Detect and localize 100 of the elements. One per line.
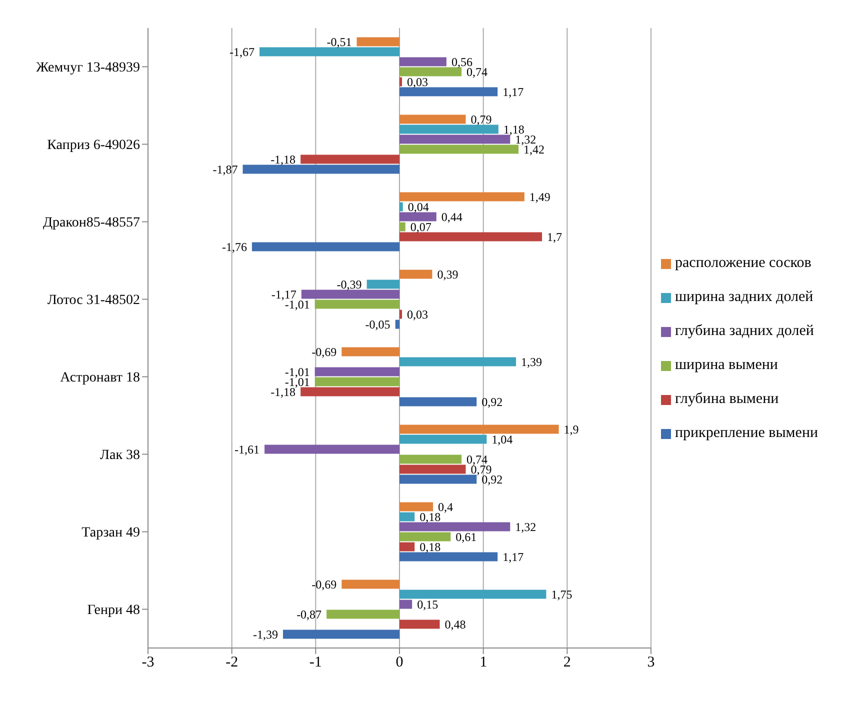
legend-label: ширина задних долей xyxy=(675,289,814,305)
bar xyxy=(400,67,462,76)
x-tick-label: 0 xyxy=(396,654,404,671)
y-tick-label: Астронавт 18 xyxy=(60,370,140,386)
bar xyxy=(400,434,487,444)
legend-label: ширина вымени xyxy=(675,357,778,373)
bar xyxy=(400,202,403,212)
bar xyxy=(400,454,462,464)
data-label: -0,87 xyxy=(296,608,322,622)
y-tick-label: Каприз 6-49026 xyxy=(47,138,140,154)
bar xyxy=(300,154,400,164)
data-label: 1,9 xyxy=(564,422,579,437)
x-tick-label: -2 xyxy=(226,654,238,671)
data-label: -0,69 xyxy=(312,578,337,592)
data-label: 1,32 xyxy=(515,520,536,534)
bar xyxy=(301,290,400,299)
bar xyxy=(400,464,466,474)
legend-label: прикрепление вымени xyxy=(675,425,818,441)
data-label: 0,61 xyxy=(456,530,477,544)
x-tick-label: 3 xyxy=(647,654,655,671)
x-tick-label: -1 xyxy=(309,654,322,671)
data-label: 1,7 xyxy=(547,230,562,244)
data-label: 0,92 xyxy=(482,395,503,410)
bar xyxy=(400,424,559,434)
bar xyxy=(400,124,498,134)
data-label: -1,67 xyxy=(230,45,254,60)
x-tick-label: 2 xyxy=(563,654,571,671)
data-label: 0,03 xyxy=(407,75,428,90)
bar xyxy=(400,357,516,366)
legend-label: глубина задних долей xyxy=(675,323,814,339)
bar xyxy=(314,367,400,376)
bar xyxy=(400,212,436,222)
bar xyxy=(314,300,400,309)
data-label: 1,04 xyxy=(492,432,513,447)
bar xyxy=(400,552,498,562)
bar xyxy=(400,397,477,406)
data-label: 1,17 xyxy=(502,85,524,100)
bar xyxy=(395,320,400,329)
data-label: -0,69 xyxy=(312,345,337,360)
bar xyxy=(282,630,400,639)
data-label: -0,05 xyxy=(365,318,390,332)
bar xyxy=(400,192,524,202)
x-tick-label: -3 xyxy=(142,654,154,671)
data-label: 0,4 xyxy=(438,500,454,514)
data-label: -1,39 xyxy=(252,628,278,642)
bar xyxy=(252,242,400,252)
bar xyxy=(342,580,400,589)
bar xyxy=(400,222,406,232)
data-label: 0,79 xyxy=(470,112,492,127)
bar xyxy=(400,474,477,484)
data-label: -1,18 xyxy=(270,152,296,167)
y-tick-label: Дракон85-48557 xyxy=(42,216,140,231)
bar xyxy=(400,532,451,542)
bar xyxy=(366,280,400,289)
bar xyxy=(400,512,415,522)
x-tick-label: 1 xyxy=(480,654,488,671)
bar xyxy=(400,77,402,86)
y-tick-label: Тарзан 49 xyxy=(82,526,140,541)
data-label: 0,15 xyxy=(417,598,438,612)
bar xyxy=(400,270,432,279)
bar xyxy=(342,347,400,356)
bar xyxy=(242,164,400,174)
data-label: 0,44 xyxy=(441,210,462,224)
data-label: 0,39 xyxy=(437,268,458,282)
data-label: 1,49 xyxy=(529,190,550,204)
bar xyxy=(264,444,400,454)
data-label: 0,48 xyxy=(444,618,466,632)
bar xyxy=(356,37,400,46)
data-label: -1,61 xyxy=(234,442,260,457)
data-label: -1,76 xyxy=(222,240,247,254)
bar xyxy=(400,502,434,512)
y-tick-label: Жемчуг 13-48939 xyxy=(36,60,140,76)
bar xyxy=(314,377,400,386)
legend-label: глубина вымени xyxy=(675,391,779,407)
bar xyxy=(400,114,466,124)
data-label: 1,17 xyxy=(502,550,524,564)
data-label: 0,18 xyxy=(420,510,441,524)
data-label: 0,18 xyxy=(420,540,441,554)
y-tick-label: Лотос 31-48502 xyxy=(47,293,140,308)
bar xyxy=(400,232,542,242)
bar xyxy=(400,134,510,144)
bar xyxy=(326,610,400,619)
bar xyxy=(260,47,400,56)
data-label: -0,39 xyxy=(336,278,362,292)
legend-label: расположение сосков xyxy=(675,255,812,271)
bar xyxy=(400,620,440,629)
data-label: 0,74 xyxy=(466,452,488,467)
bar xyxy=(400,542,415,552)
data-label: 1,75 xyxy=(551,588,572,602)
data-label: -0,51 xyxy=(326,35,352,50)
bar xyxy=(400,57,446,66)
bar xyxy=(400,310,402,319)
bar xyxy=(400,590,546,599)
bar xyxy=(400,144,519,154)
data-label: -1,87 xyxy=(212,162,238,177)
bar xyxy=(300,387,400,396)
bar xyxy=(400,600,412,609)
data-label: 0,03 xyxy=(407,308,428,322)
bar xyxy=(400,522,510,532)
data-label: 0,07 xyxy=(410,220,432,234)
